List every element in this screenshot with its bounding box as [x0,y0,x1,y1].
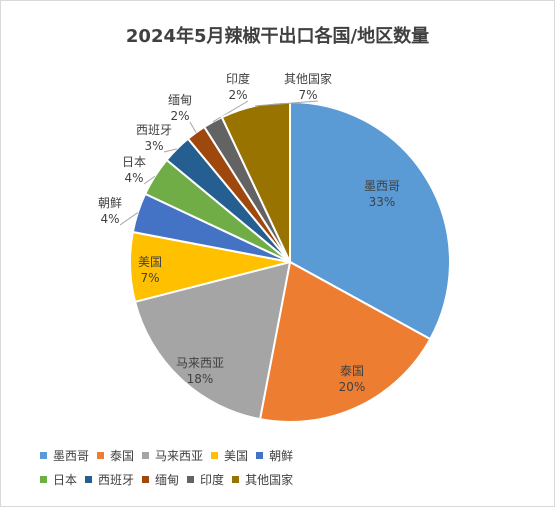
legend-swatch [211,451,219,459]
leader-line-7 [189,121,197,133]
legend-swatch [142,475,150,483]
legend-swatch [187,475,195,483]
slice-label-2: 马来西亚 [176,356,224,370]
slice-value-label-1: 20% [339,380,366,394]
legend-item-4: 朝鲜 [256,447,293,464]
slice-label-9: 其他国家 [284,71,332,86]
slice-label-6: 西班牙 [136,123,172,137]
legend-item-2: 马来西亚 [142,447,203,464]
slice-value-label-2: 18% [187,372,214,386]
legend-item-1: 泰国 [97,447,134,464]
legend-label: 美国 [224,448,249,463]
pie-slice-0 [289,100,451,341]
slice-label-0: 墨西哥 [364,179,400,193]
legend-item-6: 西班牙 [85,471,134,488]
legend-label: 其他国家 [245,472,294,487]
legend-label: 西班牙 [98,472,135,487]
legend-label: 日本 [53,472,78,487]
leader-line-6 [163,148,177,153]
leader-line-8 [212,100,249,123]
legend-label: 印度 [200,472,225,487]
legend-item-5: 日本 [40,471,77,488]
legend-swatch [142,451,150,459]
slice-value-label-9: 7% [298,88,317,102]
legend-label: 墨西哥 [53,448,90,463]
slice-label-7: 缅甸 [168,93,192,107]
pie-slice-1 [258,260,432,423]
legend-swatch [85,475,93,483]
legend-item-7: 缅甸 [142,471,179,488]
legend-label: 缅甸 [155,472,180,487]
legend-row: 墨西哥 泰国 马来西亚 美国 朝鲜 [40,445,460,465]
chart-legend: 墨西哥 泰国 马来西亚 美国 朝鲜日本 西班牙 缅甸 印度 其他国家 [40,445,460,493]
legend-label: 泰国 [110,448,135,463]
legend-row: 日本 西班牙 缅甸 印度 其他国家 [40,469,460,489]
slice-value-label-4: 4% [100,212,119,226]
legend-label: 朝鲜 [269,448,294,463]
slice-value-label-0: 33% [369,195,396,209]
leader-line-4 [119,212,139,226]
slice-value-label-8: 2% [228,88,247,102]
slice-label-3: 美国 [138,255,162,269]
legend-swatch [40,475,47,483]
slice-value-label-6: 3% [144,139,163,153]
slice-value-label-7: 2% [170,109,189,123]
legend-item-8: 印度 [187,471,224,488]
legend-swatch [40,451,47,459]
legend-swatch [97,451,105,459]
leader-line-9 [255,100,319,107]
legend-item-3: 美国 [211,447,248,464]
slice-value-label-5: 4% [124,171,143,185]
legend-label: 马来西亚 [155,448,204,463]
pie-slice-2 [133,260,292,421]
chart-title: 2024年5月辣椒干出口各国/地区数量 [125,26,430,47]
slice-label-8: 印度 [226,71,250,86]
legend-item-0: 墨西哥 [40,447,89,464]
slice-label-1: 泰国 [340,364,364,378]
legend-swatch [256,451,264,459]
leader-line-5 [143,175,156,185]
legend-item-9: 其他国家 [232,471,293,488]
legend-swatch [232,475,240,483]
slice-label-4: 朝鲜 [98,196,122,210]
slice-value-label-3: 7% [140,271,159,285]
slice-label-5: 日本 [122,155,146,169]
